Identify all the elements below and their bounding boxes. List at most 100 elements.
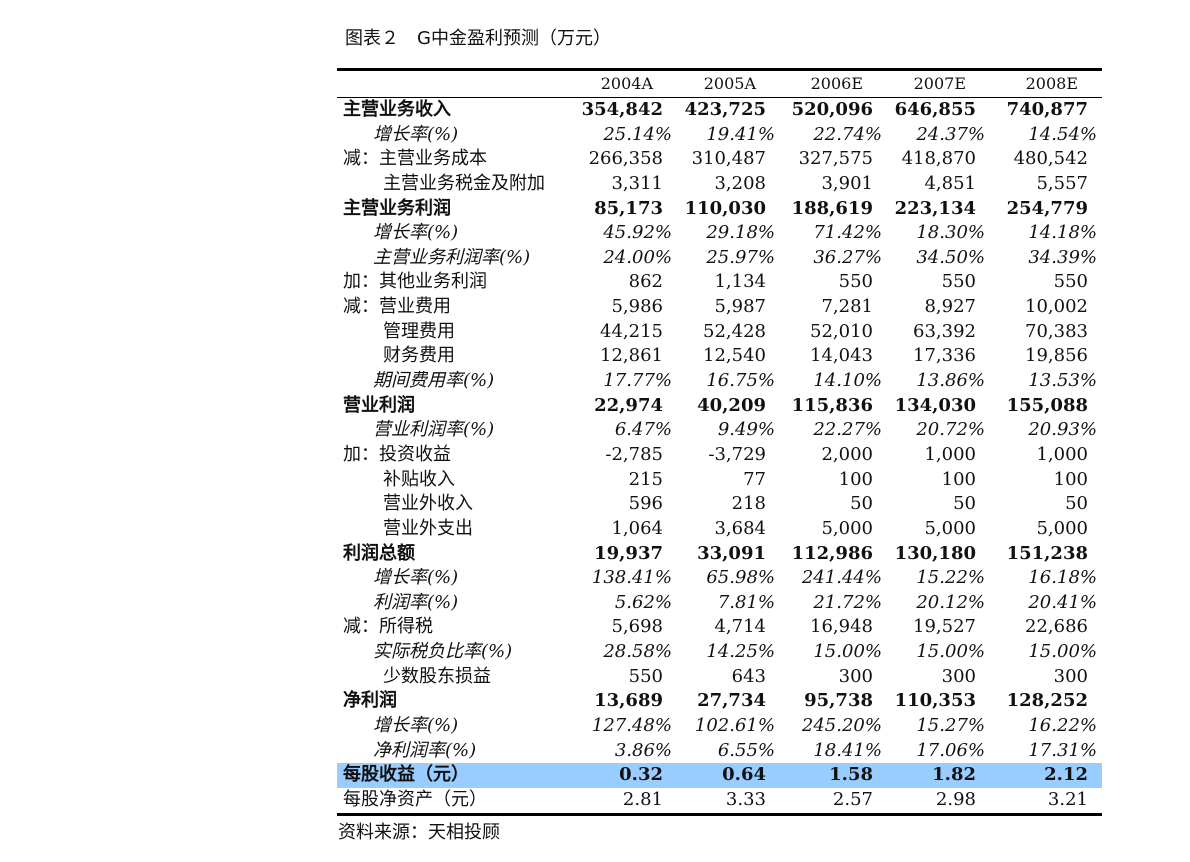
row-label: 增长率(%) bbox=[373, 123, 459, 145]
value-text: 2.12 bbox=[1044, 764, 1088, 786]
value-cell: 19,527 bbox=[873, 615, 976, 640]
value-cell: 112,986 bbox=[766, 542, 873, 567]
value-cell: 3.33 bbox=[663, 788, 766, 813]
value-cell: 20.12% bbox=[873, 591, 985, 616]
row-label: 减：主营业务成本 bbox=[343, 148, 487, 170]
value-text: 5,987 bbox=[714, 296, 766, 318]
value-text: 110,030 bbox=[684, 197, 766, 219]
value-cell: 5,987 bbox=[663, 295, 766, 320]
value-text: 223,134 bbox=[894, 197, 976, 219]
value-text: 102.61% bbox=[694, 715, 775, 737]
value-cell: 215 bbox=[575, 468, 663, 493]
value-cell: 85,173 bbox=[575, 197, 663, 222]
value-text: 127.48% bbox=[591, 715, 672, 737]
table-row: 减：营业费用 5,986 5,987 7,281 8,927 10,002 bbox=[337, 295, 1102, 320]
value-text: 6.47% bbox=[614, 419, 672, 441]
value-cell: 3,901 bbox=[766, 172, 873, 197]
table-row: 期间费用率(%) 17.77% 16.75% 14.10% 13.86% 13.53% bbox=[337, 369, 1102, 394]
value-text: 9.49% bbox=[717, 419, 775, 441]
table-row: 主营业务利润率(%) 24.00% 25.97% 36.27% 34.50% 34.39% bbox=[337, 246, 1102, 271]
value-text: 327,575 bbox=[798, 148, 873, 170]
value-cell: 9.49% bbox=[663, 418, 775, 443]
row-label: 加：投资收益 bbox=[343, 443, 451, 465]
value-cell: 77 bbox=[663, 468, 766, 493]
value-cell: 25.97% bbox=[663, 246, 775, 271]
value-cell: 22.74% bbox=[766, 123, 882, 148]
value-cell: 34.39% bbox=[976, 246, 1097, 271]
value-text: 300 bbox=[1053, 665, 1088, 687]
value-cell: 245.20% bbox=[766, 714, 882, 739]
table-row: 营业利润率(%) 6.47% 9.49% 22.27% 20.72% 20.93% bbox=[337, 418, 1102, 443]
value-text: 28.58% bbox=[603, 641, 672, 663]
value-text: 17.06% bbox=[916, 739, 985, 761]
value-cell: 22,686 bbox=[976, 615, 1088, 640]
value-cell: 110,030 bbox=[663, 197, 766, 222]
value-text: 5,000 bbox=[1036, 517, 1088, 539]
value-text: 110,353 bbox=[894, 690, 976, 712]
value-cell: 14.25% bbox=[663, 640, 775, 665]
value-cell: 3,311 bbox=[575, 172, 663, 197]
value-cell: 100 bbox=[976, 468, 1088, 493]
value-text: 19,527 bbox=[913, 616, 976, 638]
value-text: 17.77% bbox=[603, 370, 672, 392]
value-cell: 4,851 bbox=[873, 172, 976, 197]
value-text: 33,091 bbox=[697, 542, 766, 564]
value-text: 14.25% bbox=[706, 641, 775, 663]
row-label: 管理费用 bbox=[383, 320, 455, 342]
value-text: 550 bbox=[941, 271, 976, 293]
value-text: 862 bbox=[628, 271, 663, 293]
value-cell: 8,927 bbox=[873, 295, 976, 320]
table-row: 每股收益（元） 0.32 0.64 1.58 1.82 2.12 bbox=[337, 763, 1102, 788]
value-text: 19,937 bbox=[594, 542, 663, 564]
value-text: 12,540 bbox=[703, 345, 766, 367]
value-text: 16,948 bbox=[810, 616, 873, 638]
value-text: 1,000 bbox=[924, 443, 976, 465]
value-cell: 16.18% bbox=[976, 566, 1097, 591]
value-text: 20.72% bbox=[916, 419, 985, 441]
value-cell: 550 bbox=[976, 270, 1088, 295]
table-row: 净利润 13,689 27,734 95,738 110,353 128,252 bbox=[337, 689, 1102, 714]
value-cell: 3,684 bbox=[663, 517, 766, 542]
value-text: 245.20% bbox=[801, 715, 882, 737]
value-cell: 16,948 bbox=[766, 615, 873, 640]
value-cell: 127.48% bbox=[575, 714, 672, 739]
value-text: 740,877 bbox=[1006, 99, 1088, 120]
value-cell: 241.44% bbox=[766, 566, 882, 591]
value-cell: 354,842 bbox=[575, 98, 663, 123]
value-cell: 310,487 bbox=[663, 147, 766, 172]
row-label: 每股净资产（元） bbox=[343, 788, 487, 810]
value-text: 3,208 bbox=[714, 172, 766, 194]
value-text: 17,336 bbox=[913, 345, 976, 367]
row-label: 期间费用率(%) bbox=[373, 370, 495, 392]
value-cell: 7.81% bbox=[663, 591, 775, 616]
value-text: 128,252 bbox=[1006, 690, 1088, 712]
value-text: 2.57 bbox=[832, 788, 873, 810]
value-text: 1.58 bbox=[829, 764, 873, 786]
value-text: 7.81% bbox=[717, 591, 775, 613]
value-text: 151,238 bbox=[1006, 542, 1088, 564]
value-text: 300 bbox=[838, 665, 873, 687]
row-label: 实际税负比率(%) bbox=[373, 641, 513, 663]
value-text: 71.42% bbox=[813, 222, 882, 244]
value-text: 480,542 bbox=[1013, 148, 1088, 170]
value-cell: 65.98% bbox=[663, 566, 775, 591]
value-cell: 4,714 bbox=[663, 615, 766, 640]
value-cell: 6.55% bbox=[663, 739, 775, 764]
value-cell: 33,091 bbox=[663, 542, 766, 567]
value-text: 3,684 bbox=[714, 517, 766, 539]
value-cell: 14.10% bbox=[766, 369, 882, 394]
value-text: 13.86% bbox=[916, 370, 985, 392]
value-text: 520,096 bbox=[791, 99, 873, 120]
value-cell: 14.54% bbox=[976, 123, 1097, 148]
value-text: 13.53% bbox=[1028, 370, 1097, 392]
value-text: 14.18% bbox=[1028, 222, 1097, 244]
value-cell: 24.37% bbox=[873, 123, 985, 148]
value-cell: 134,030 bbox=[873, 394, 976, 419]
table-row: 增长率(%) 127.48% 102.61% 245.20% 15.27% 16.22% bbox=[337, 714, 1102, 739]
value-text: 215 bbox=[628, 468, 663, 490]
value-cell: 2.98 bbox=[873, 788, 976, 813]
value-cell: 596 bbox=[575, 492, 663, 517]
column-header: 2006E bbox=[810, 74, 863, 93]
value-cell: 266,358 bbox=[575, 147, 663, 172]
value-cell: 1.82 bbox=[873, 763, 976, 788]
